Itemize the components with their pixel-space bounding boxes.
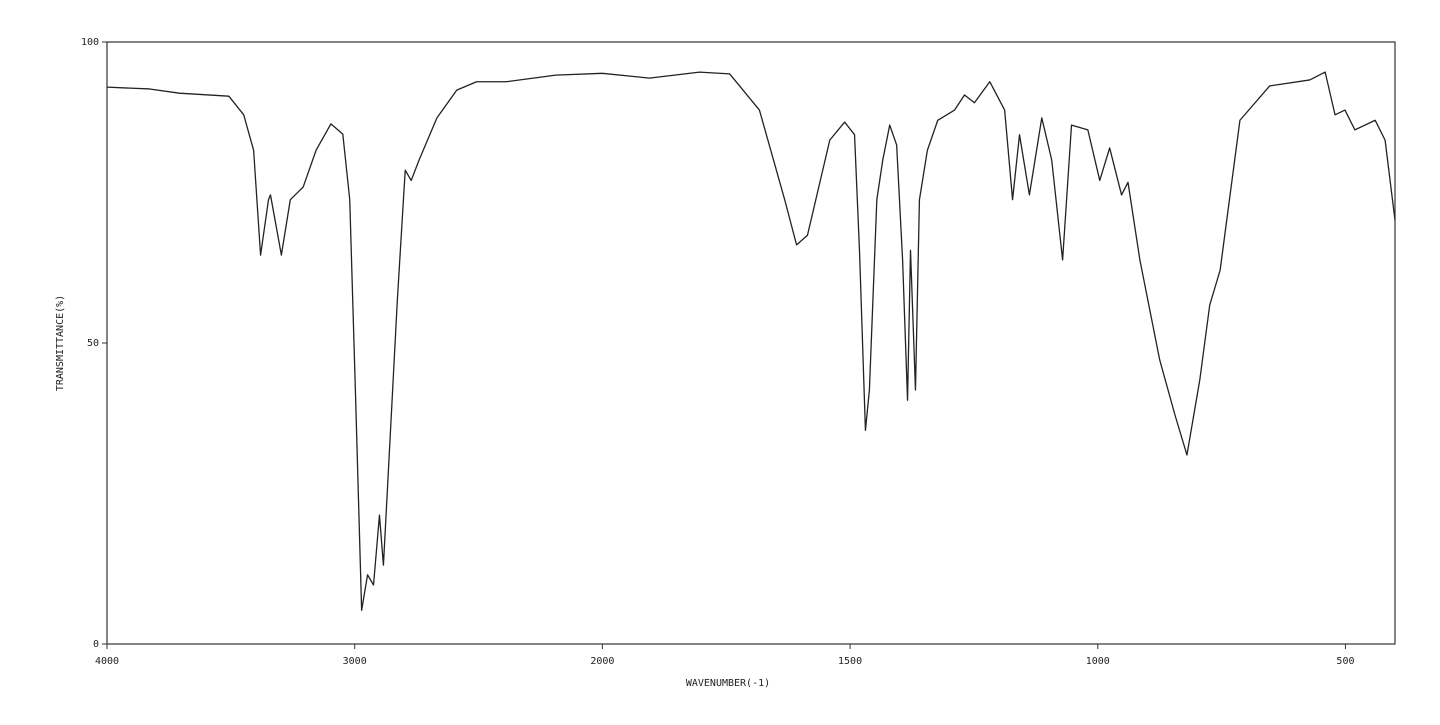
plot-frame [106, 41, 1396, 645]
y-axis-label: TRANSMITTANCE(%) [55, 295, 66, 391]
y-tick-label: 50 [87, 338, 99, 349]
spectrum-line [106, 71, 1396, 611]
x-tick-label: 3000 [343, 656, 367, 667]
x-tick-label: 1500 [838, 656, 862, 667]
x-axis-label: WAVENUMBER(-1) [686, 678, 770, 689]
x-tick-label: 4000 [95, 656, 119, 667]
x-tick-label: 1000 [1086, 656, 1110, 667]
x-tick-label: 2000 [590, 656, 614, 667]
y-tick-label: 0 [93, 639, 99, 650]
y-tick-label: 100 [81, 37, 99, 48]
x-tick-label: 500 [1336, 656, 1354, 667]
